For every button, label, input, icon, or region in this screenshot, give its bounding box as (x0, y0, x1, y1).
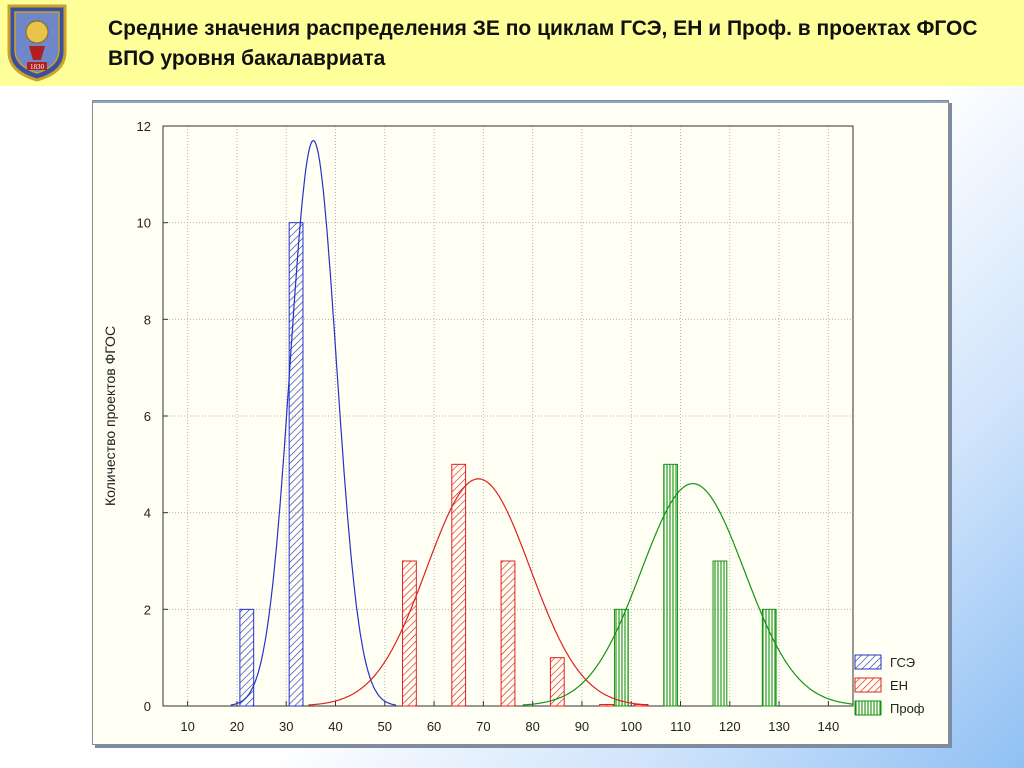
y-tick-label: 10 (137, 216, 151, 231)
bar-2 (599, 704, 614, 707)
chart-frame: 0 2 4 6 8 10 12 10 20 30 40 50 60 70 80 90 100 110 120 130 1… (92, 100, 949, 745)
legend-label-3: Проф (890, 701, 925, 716)
x-tick-label: 20 (230, 719, 244, 734)
x-tick-label: 110 (670, 719, 691, 734)
y-tick-label: 8 (144, 312, 151, 327)
bar-1 (239, 608, 255, 707)
bar-3 (613, 608, 629, 707)
bar-2 (402, 560, 417, 707)
y-tick-label: 12 (137, 119, 151, 134)
x-tick-label: 40 (328, 719, 342, 734)
legend-label-1: ГСЭ (890, 655, 915, 670)
curve-3 (522, 483, 854, 706)
histogram-bars (239, 222, 777, 707)
legend-swatch-3 (854, 700, 882, 716)
x-tick-label: 10 (180, 719, 194, 734)
y-tick-label: 0 (144, 699, 151, 714)
histogram-chart: 0 2 4 6 8 10 12 10 20 30 40 50 60 70 80 90 100 110 120 130 1… (102, 119, 925, 734)
y-tick-label: 4 (144, 506, 151, 521)
y-tick-label: 2 (144, 602, 151, 617)
y-axis-label: Количество проектов ФГОС (102, 326, 118, 506)
x-tick-label: 90 (575, 719, 589, 734)
fitted-curves (230, 139, 854, 706)
slide-header: 1830 Средние значения распределения ЗЕ п… (0, 0, 1024, 86)
x-tick-label: 100 (620, 719, 642, 734)
legend-swatch-2 (854, 677, 882, 693)
legend-label-2: ЕН (890, 678, 908, 693)
x-tick-label: 30 (279, 719, 293, 734)
bar-2 (500, 560, 516, 707)
tick-labels: 0 2 4 6 8 10 12 10 20 30 40 50 60 70 80 90 100 110 120 130 1… (137, 119, 840, 734)
page-title: Средние значения распределения ЗЕ по цик… (108, 17, 978, 70)
x-tick-label: 70 (476, 719, 490, 734)
logo-year: 1830 (30, 63, 45, 71)
y-tick-label: 6 (144, 409, 151, 424)
bar-1 (288, 222, 304, 707)
curve-1 (230, 139, 396, 706)
x-tick-label: 80 (525, 719, 539, 734)
x-tick-label: 140 (818, 719, 840, 734)
university-crest-icon: 1830 (3, 2, 71, 82)
x-tick-label: 120 (719, 719, 741, 734)
x-tick-label: 130 (768, 719, 790, 734)
bar-3 (761, 608, 777, 707)
grid-lines (163, 125, 853, 706)
bar-3 (663, 463, 679, 707)
x-tick-label: 60 (427, 719, 441, 734)
bar-2 (549, 657, 565, 707)
chart-legend: ГСЭ ЕН Проф (854, 654, 925, 716)
x-tick-label: 50 (378, 719, 392, 734)
bar-2 (451, 463, 467, 707)
curve-2 (308, 478, 649, 706)
legend-swatch-1 (854, 654, 882, 670)
bar-3 (712, 560, 728, 707)
